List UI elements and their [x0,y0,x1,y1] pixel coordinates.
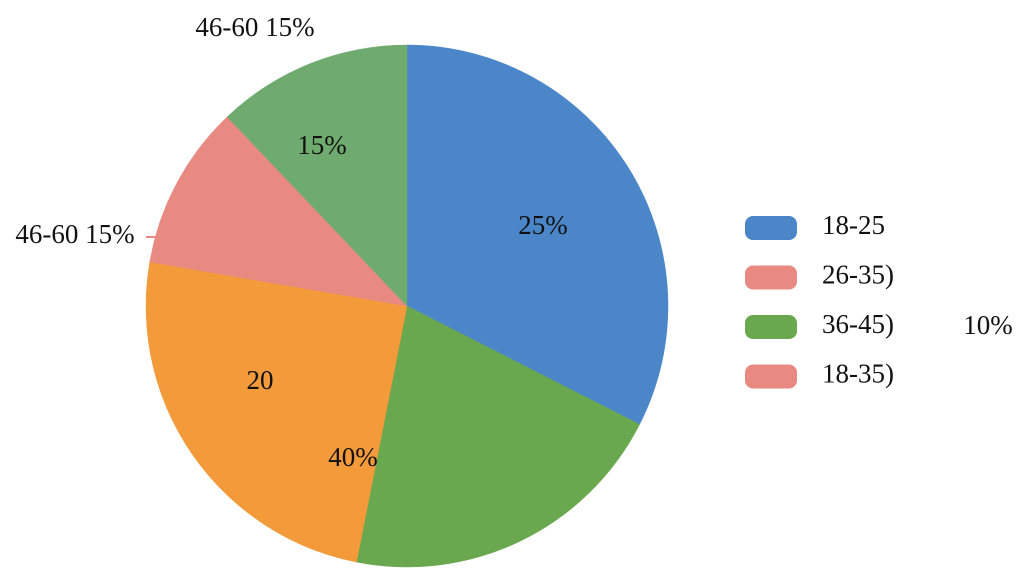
pie-slice [249,305,408,563]
legend-label: 18-35) [822,359,894,389]
legend-label: 26-35) [822,260,894,290]
legend-label: 36-45) [822,309,894,339]
annotation: 46-60 15% [15,219,134,249]
legend-swatch [745,216,797,240]
annotation: 10% [963,310,1013,340]
legend-swatch [745,364,797,389]
pie-slice [226,44,408,307]
legend-label: 18-25 [822,210,885,240]
pie-slice [146,305,408,515]
annotation: 25% [518,210,568,240]
annotation: 20 [247,365,274,395]
pie-slice [149,116,408,307]
annotation: 15% [297,130,347,160]
pie-slice [406,44,669,425]
legend-swatch [745,315,797,339]
annotation: 40% [328,442,378,472]
annotation: 46-60 15% [195,12,314,42]
legend-swatch [745,265,797,290]
pie-slice [356,305,640,568]
